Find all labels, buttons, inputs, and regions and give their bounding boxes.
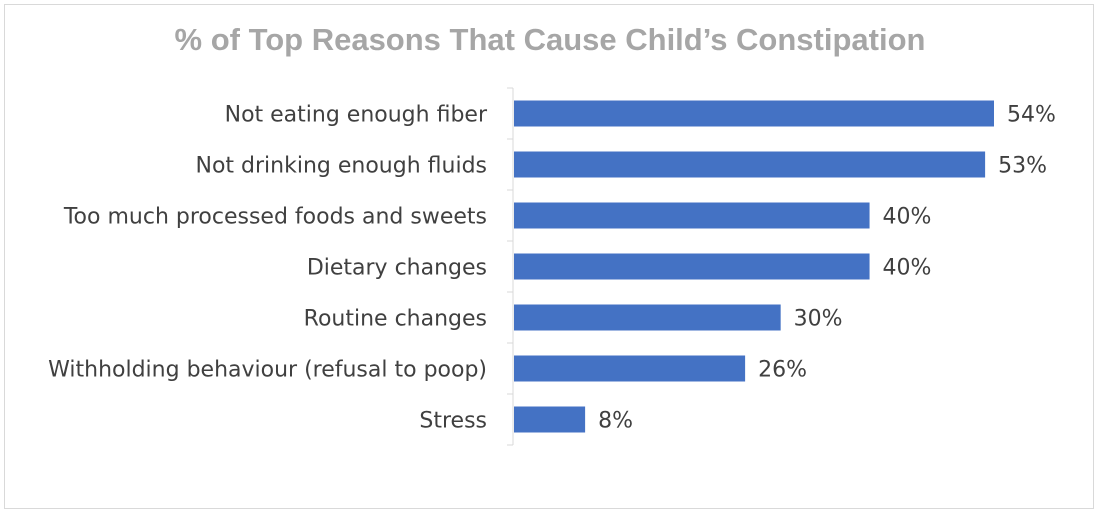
data-label: 40% [883,205,932,230]
bar [514,253,870,280]
data-label: 40% [883,256,932,281]
bar [514,304,781,331]
data-label: 54% [1007,103,1056,128]
bar [514,202,870,229]
category-label: Dietary changes [307,256,487,281]
category-label: Not eating enough fiber [225,103,488,128]
data-label: 8% [598,409,633,434]
bar [514,406,586,433]
chart-title: % of Top Reasons That Cause Child’s Cons… [174,22,926,57]
category-label: Stress [419,409,487,434]
data-label: 30% [794,307,843,332]
category-label: Not drinking enough fluids [196,154,487,179]
data-label: 26% [758,358,807,383]
category-label: Routine changes [304,307,487,332]
category-label: Too much processed foods and sweets [63,205,487,230]
category-label: Withholding behaviour (refusal to poop) [48,358,487,383]
bar [514,151,986,178]
bar [514,100,994,127]
bar [514,355,746,382]
data-label: 53% [998,154,1047,179]
